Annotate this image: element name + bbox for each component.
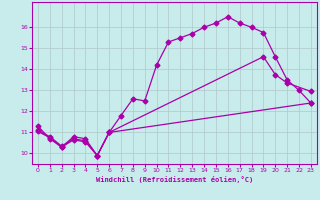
X-axis label: Windchill (Refroidissement éolien,°C): Windchill (Refroidissement éolien,°C): [96, 176, 253, 183]
